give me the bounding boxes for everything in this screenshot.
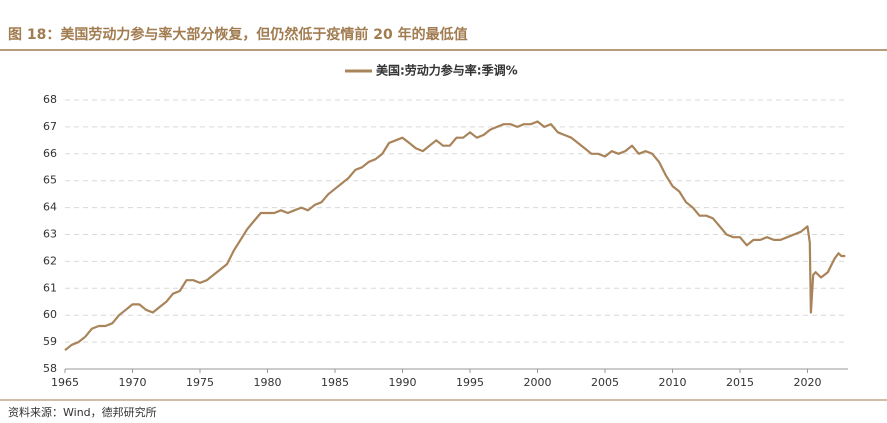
x-tick-label: 1970 — [119, 376, 147, 389]
x-tick-label: 2010 — [659, 376, 687, 389]
y-tick-label: 61 — [43, 281, 57, 294]
y-tick-label: 67 — [43, 120, 57, 133]
source: 资料来源：Wind，德邦研究所 — [8, 405, 157, 419]
y-tick-label: 59 — [43, 335, 57, 348]
legend-label: 美国:劳动力参与率:季调% — [376, 63, 518, 78]
y-tick-label: 60 — [43, 308, 57, 321]
x-tick-label: 1990 — [389, 376, 417, 389]
y-tick-label: 68 — [43, 93, 57, 106]
x-tick-label: 1985 — [321, 376, 349, 389]
x-tick-label: 1980 — [254, 376, 282, 389]
x-tick-label: 2015 — [726, 376, 754, 389]
line — [64, 120, 846, 352]
x-tick-label: 2020 — [794, 376, 822, 389]
y-tick-label: 66 — [43, 147, 57, 160]
y-tick-label: 64 — [43, 201, 57, 214]
y-tick-label: 65 — [43, 174, 57, 187]
y-tick-label: 62 — [43, 254, 57, 267]
x-tick-label: 2000 — [524, 376, 552, 389]
x-tick-label: 1965 — [51, 376, 79, 389]
y-tick-label: 58 — [43, 362, 57, 375]
y-tick-label: 63 — [43, 228, 57, 241]
x-tick-label: 1975 — [186, 376, 214, 389]
x-tick-label: 1995 — [456, 376, 484, 389]
chart-title: 图 18：美国劳动力参与率大部分恢复，但仍然低于疫情前 20 年的最低值 — [8, 26, 468, 43]
x-tick-label: 2005 — [591, 376, 619, 389]
